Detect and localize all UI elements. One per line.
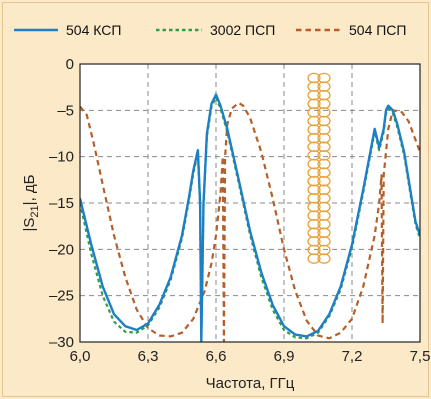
y-tick-label: –10 — [49, 149, 74, 166]
legend-label-504-psp: 504 ПСП — [349, 22, 406, 38]
helix-turn — [307, 253, 321, 264]
x-axis-title: Частота, ГГц — [206, 375, 295, 392]
tick-labels: 6,0 6,3 6,6 6,9 7,2 7,5 0 –5 –10 –15 –20 –25 –30 — [49, 56, 430, 365]
series-layer — [80, 93, 420, 342]
legend-label-504-ksp: 504 КСП — [66, 22, 121, 38]
x-tick-label: 6,9 — [274, 348, 295, 365]
x-tick-label: 6,6 — [206, 348, 227, 365]
series-line-2 — [80, 101, 420, 342]
helix-turn — [317, 253, 331, 264]
legend-label-3002-psp: 3002 ПСП — [210, 22, 275, 38]
y-tick-label: –30 — [49, 334, 74, 351]
grid — [80, 64, 420, 342]
helix-illustration — [307, 72, 331, 264]
plot-border — [79, 63, 421, 343]
y-tick-label: –5 — [57, 102, 74, 119]
y-axis-title: |S21|, дБ — [21, 174, 41, 231]
x-tick-label: 6,3 — [138, 348, 159, 365]
legend: 504 КСП 3002 ПСП 504 ПСП — [14, 22, 406, 38]
y-tick-label: 0 — [66, 56, 74, 73]
y-tick-label: –20 — [49, 241, 74, 258]
series-line-0 — [80, 93, 420, 342]
y-tick-label: –15 — [49, 195, 74, 212]
x-tick-label: 7,2 — [342, 348, 363, 365]
x-tick-label: 7,5 — [410, 348, 431, 365]
x-tick-label: 6,0 — [70, 348, 91, 365]
y-tick-label: –25 — [49, 288, 74, 305]
